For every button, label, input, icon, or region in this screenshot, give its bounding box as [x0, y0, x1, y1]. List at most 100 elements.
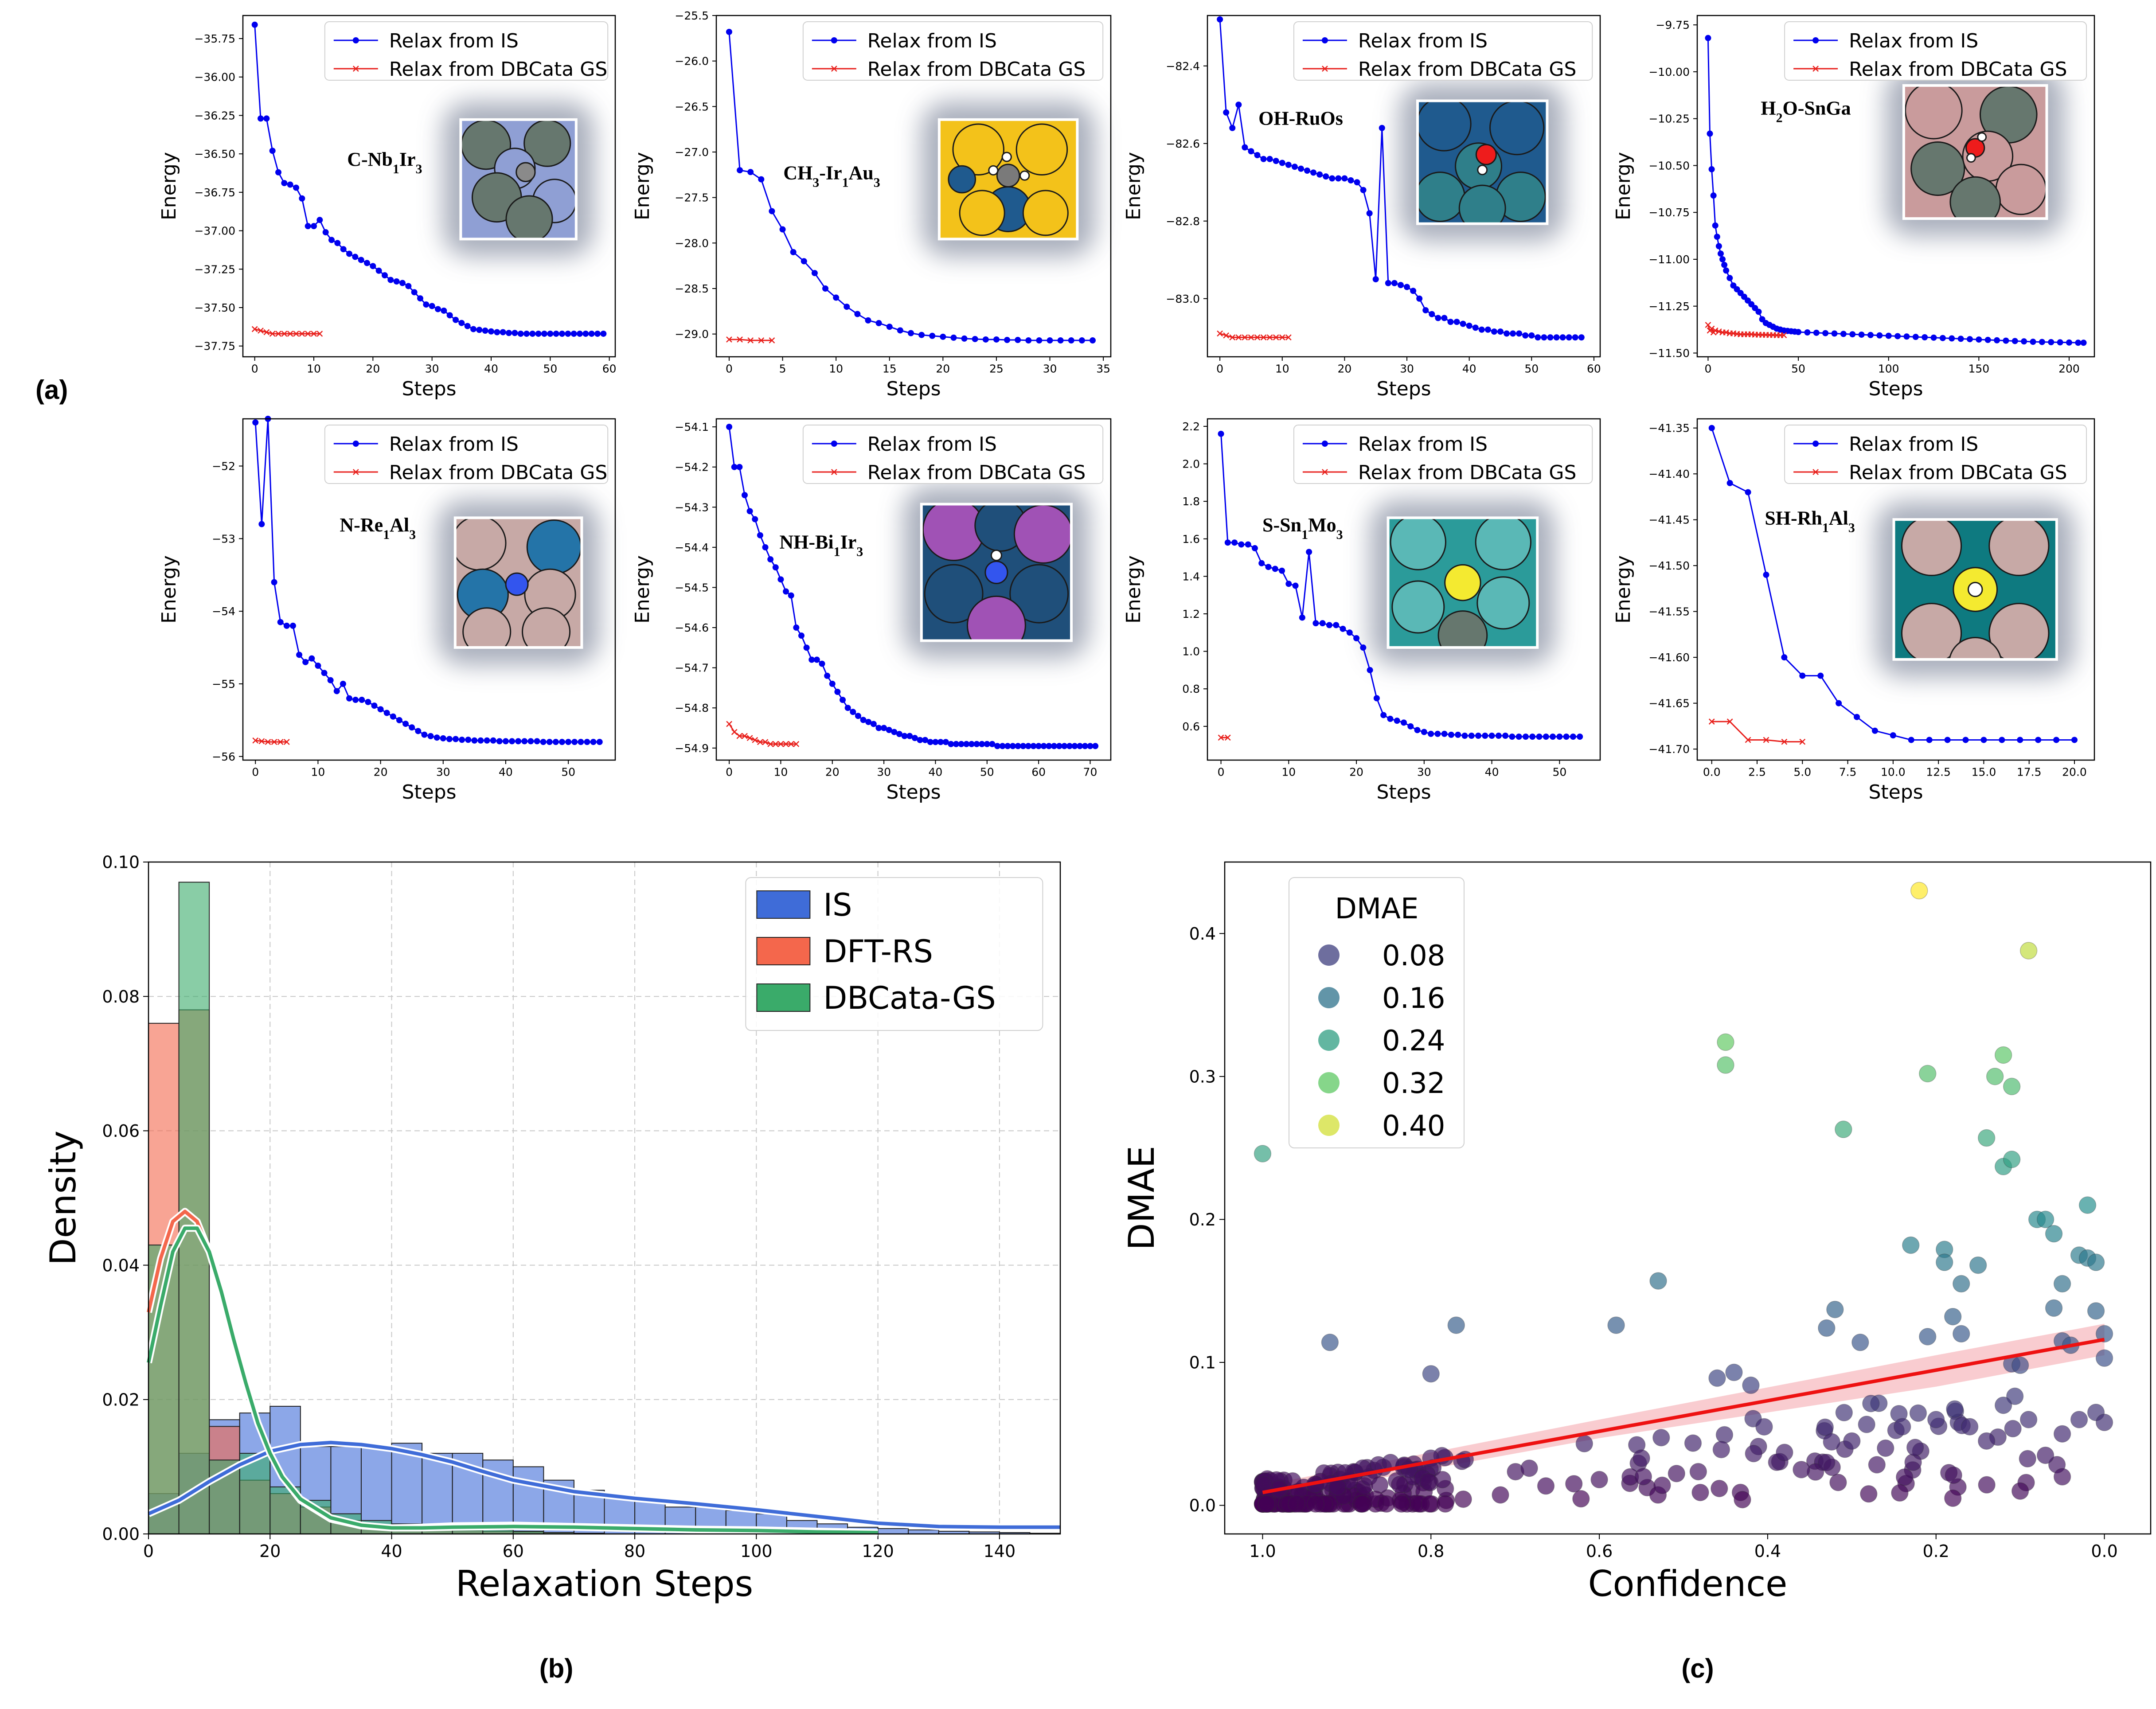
- chart-a8-inset-atoms: [1894, 519, 2057, 659]
- chart-a4-inset-label: H2O-SnGa: [1761, 97, 1851, 125]
- chart-c-point: [2095, 1349, 2113, 1367]
- chart-a4-is-point: [1715, 243, 1722, 250]
- chart-a1-legend-marker-gs: [352, 66, 359, 72]
- chart-a6-is-point: [772, 564, 779, 571]
- chart-c-point: [1454, 1490, 1472, 1508]
- chart-a7-is-point: [1279, 567, 1285, 574]
- chart-a2-xtick-label: 10: [829, 362, 843, 375]
- chart-a6-inset-atom: [1013, 504, 1072, 564]
- chart-a6-ytick-label: −54.2: [675, 461, 709, 474]
- chart-a3-is-point: [1566, 334, 1572, 341]
- chart-a3-is-point: [1410, 288, 1417, 294]
- chart-a1-inset-border: [459, 118, 578, 241]
- chart-a6-is-point: [1056, 743, 1062, 749]
- chart-c-point: [1717, 1056, 1734, 1074]
- chart-a5-is-point: [302, 659, 309, 665]
- chart-a2-is-point: [886, 324, 893, 330]
- chart-c-point: [1447, 1316, 1465, 1334]
- chart-a5-inset-border: [453, 516, 583, 649]
- chart-a6-legend-label-is: Relax from IS: [867, 433, 997, 456]
- chart-a1-gs-point: [287, 331, 293, 337]
- chart-a8-xtick-label: 7.5: [1839, 765, 1857, 778]
- chart-a6-legend-label-gs: Relax from DBCata GS: [867, 461, 1086, 484]
- chart-a5-is-point: [571, 739, 578, 745]
- chart-c-point: [1909, 1404, 1927, 1422]
- chart-c-point: [1994, 1396, 2012, 1414]
- chart-a2-xtick-label: 0: [726, 362, 733, 375]
- chart-a7-legend-marker-is: [1321, 441, 1328, 447]
- chart-a1-is-point: [311, 223, 317, 230]
- chart-a1-gs-point: [251, 326, 258, 332]
- chart-b-ytick-label: 0.06: [102, 1121, 140, 1141]
- chart-a5-gs-point: [277, 739, 284, 745]
- chart-a4-legend-marker-is: [1812, 37, 1819, 43]
- chart-c-point: [2095, 1325, 2113, 1343]
- chart-a6-is-point: [860, 717, 867, 723]
- chart-a2-is-point: [790, 249, 797, 255]
- chart-a6-is-point: [953, 741, 959, 747]
- chart-a7-is-point: [1258, 560, 1265, 566]
- chart-a2-is-point: [758, 176, 765, 183]
- chart-c-point: [1717, 1033, 1734, 1051]
- chart-a2-is-point: [854, 311, 861, 317]
- chart-a3-is-point: [1335, 175, 1342, 182]
- chart-a1-is-point: [553, 330, 559, 337]
- chart-a4-is-point: [2066, 339, 2072, 346]
- chart-a7-is-point: [1522, 734, 1529, 740]
- chart-a3-is-point: [1535, 334, 1541, 341]
- chart-a1-xtick-label: 50: [543, 362, 557, 375]
- chart-a5-gs-point: [265, 739, 271, 745]
- chart-a6-is-point: [829, 680, 836, 687]
- chart-a3-xtick-label: 30: [1400, 362, 1414, 375]
- chart-a7-is-point: [1414, 727, 1421, 734]
- chart-a2-inset-border: [937, 118, 1079, 241]
- chart-a7-is-point: [1312, 620, 1319, 627]
- chart-a2-legend-frame: [802, 21, 1104, 81]
- chart-a1-is-point: [281, 180, 288, 187]
- chart-c-point: [1607, 1316, 1625, 1334]
- chart-b-frame: [148, 861, 1061, 1535]
- chart-a7-ytick-label: 1.0: [1182, 645, 1200, 658]
- chart-a6-is-point: [726, 424, 733, 430]
- chart-a8-xtick-label: 0.0: [1703, 765, 1721, 778]
- chart-a1: 0 10 20 30 40 50 60 −37.75 −37.50 −37.25 −37.00 −36…: [158, 15, 617, 400]
- chart-c-point: [1537, 1477, 1555, 1495]
- chart-a7-is-point: [1502, 733, 1509, 739]
- chart-c-point: [1708, 1369, 1726, 1387]
- chart-a5-is-point: [502, 738, 509, 745]
- chart-c-point: [2011, 1356, 2029, 1374]
- chart-b-legend-label-is: IS: [823, 887, 852, 923]
- chart-a7-is-point: [1272, 566, 1278, 572]
- chart-b-ytick-label: 0.02: [102, 1390, 140, 1409]
- chart-a8-xtick-label: 10.0: [1881, 765, 1906, 778]
- chart-a3-gs-point: [1266, 334, 1273, 341]
- chart-a2-inset-atom: [1016, 123, 1068, 176]
- chart-b-bar-dbcata-gs: [239, 1453, 271, 1535]
- chart-b-ytick-label: 0.10: [102, 853, 140, 872]
- chart-a6-is-point: [999, 743, 1006, 749]
- chart-a1-is-point: [328, 237, 335, 243]
- chart-a2-legend-marker-gs: [831, 66, 837, 72]
- chart-a1-is-point: [322, 229, 329, 236]
- chart-a5-ytick-label: −55: [212, 678, 235, 691]
- chart-a3-is-point: [1441, 315, 1448, 321]
- chart-a1-is-point: [535, 330, 542, 337]
- chart-a5-is-point: [271, 579, 277, 585]
- chart-a3-is-point: [1223, 109, 1230, 116]
- chart-a4-is-point: [1976, 336, 1982, 343]
- chart-a4-legend: Relax from IS Relax from DBCata GS: [1784, 21, 2087, 81]
- chart-a5-is-point: [584, 739, 590, 745]
- chart-a7-is-point: [1231, 539, 1238, 546]
- chart-c-xtick-label: 0.6: [1586, 1541, 1613, 1561]
- chart-a7-xtick-label: 50: [1552, 765, 1566, 778]
- chart-a5-is-point: [365, 698, 371, 705]
- chart-a8-frame: [1696, 418, 2095, 761]
- chart-c-point: [2078, 1196, 2097, 1214]
- chart-c-point: [1945, 1466, 1962, 1484]
- chart-a6-ytick-label: −54.3: [675, 501, 709, 514]
- chart-a6-is-point: [840, 697, 846, 703]
- chart-c-xtick-label: 0.4: [1754, 1541, 1781, 1561]
- chart-a4-legend-label-is: Relax from IS: [1849, 30, 1978, 52]
- chart-a4-inset-atom: [1977, 132, 1987, 142]
- chart-a1-is-point: [464, 323, 471, 329]
